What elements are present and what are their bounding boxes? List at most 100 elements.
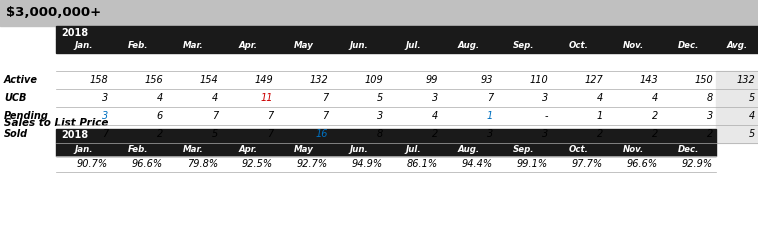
- Text: 149: 149: [254, 75, 273, 85]
- Text: 132: 132: [309, 75, 328, 85]
- Text: 96.6%: 96.6%: [132, 159, 163, 169]
- Text: Jun.: Jun.: [349, 144, 368, 154]
- Bar: [716, 71, 758, 89]
- Text: 94.9%: 94.9%: [352, 159, 383, 169]
- Text: 2: 2: [157, 129, 163, 139]
- Text: Aug.: Aug.: [457, 144, 480, 154]
- Text: UCB: UCB: [4, 93, 27, 103]
- Text: Jan.: Jan.: [74, 42, 92, 50]
- Text: 5: 5: [749, 129, 755, 139]
- Text: Jan.: Jan.: [74, 144, 92, 154]
- Text: 2: 2: [652, 129, 658, 139]
- Text: Sales to List Price: Sales to List Price: [4, 118, 108, 128]
- Bar: [56, 39, 758, 53]
- Text: 127: 127: [584, 75, 603, 85]
- Text: Jun.: Jun.: [349, 42, 368, 50]
- Text: 2: 2: [432, 129, 438, 139]
- Text: $3,000,000+: $3,000,000+: [6, 6, 101, 19]
- Text: 2018: 2018: [61, 131, 88, 140]
- Text: 1: 1: [597, 111, 603, 121]
- Text: 4: 4: [749, 111, 755, 121]
- Bar: [0, 0, 758, 26]
- Text: 94.4%: 94.4%: [462, 159, 493, 169]
- Text: Mar.: Mar.: [183, 144, 204, 154]
- Text: Sep.: Sep.: [512, 42, 534, 50]
- Text: -: -: [544, 111, 548, 121]
- Text: 7: 7: [321, 111, 328, 121]
- Text: Oct.: Oct.: [568, 144, 588, 154]
- Text: 16: 16: [315, 129, 328, 139]
- Text: 158: 158: [89, 75, 108, 85]
- Text: 4: 4: [652, 93, 658, 103]
- Text: May: May: [293, 144, 314, 154]
- Text: 3: 3: [542, 129, 548, 139]
- Text: 3: 3: [432, 93, 438, 103]
- Bar: [56, 129, 716, 142]
- Text: 7: 7: [487, 93, 493, 103]
- Text: Avg.: Avg.: [726, 42, 747, 50]
- Text: 97.7%: 97.7%: [572, 159, 603, 169]
- Text: 11: 11: [261, 93, 273, 103]
- Bar: [56, 142, 716, 156]
- Text: 3: 3: [487, 129, 493, 139]
- Text: Aug.: Aug.: [457, 42, 480, 50]
- Text: 3: 3: [706, 111, 713, 121]
- Text: Feb.: Feb.: [128, 42, 149, 50]
- Text: 110: 110: [529, 75, 548, 85]
- Text: 7: 7: [211, 111, 218, 121]
- Text: 109: 109: [365, 75, 383, 85]
- Text: 3: 3: [542, 93, 548, 103]
- Text: 7: 7: [102, 129, 108, 139]
- Text: 99: 99: [425, 75, 438, 85]
- Text: 1: 1: [487, 111, 493, 121]
- Text: 92.5%: 92.5%: [242, 159, 273, 169]
- Bar: [56, 26, 758, 39]
- Text: 3: 3: [102, 93, 108, 103]
- Text: 86.1%: 86.1%: [407, 159, 438, 169]
- Bar: [716, 89, 758, 107]
- Text: Nov.: Nov.: [623, 42, 644, 50]
- Text: 154: 154: [199, 75, 218, 85]
- Text: 92.9%: 92.9%: [682, 159, 713, 169]
- Text: Apr.: Apr.: [239, 42, 258, 50]
- Text: 7: 7: [267, 129, 273, 139]
- Text: 132: 132: [736, 75, 755, 85]
- Text: 3: 3: [377, 111, 383, 121]
- Text: 3: 3: [102, 111, 108, 121]
- Text: 96.6%: 96.6%: [627, 159, 658, 169]
- Text: 2: 2: [706, 129, 713, 139]
- Text: 92.7%: 92.7%: [297, 159, 328, 169]
- Text: Apr.: Apr.: [239, 144, 258, 154]
- Text: May: May: [293, 42, 314, 50]
- Text: 90.7%: 90.7%: [77, 159, 108, 169]
- Text: 99.1%: 99.1%: [517, 159, 548, 169]
- Text: 4: 4: [597, 93, 603, 103]
- Text: Jul.: Jul.: [406, 42, 421, 50]
- Text: 5: 5: [377, 93, 383, 103]
- Text: Oct.: Oct.: [568, 42, 588, 50]
- Bar: [716, 107, 758, 125]
- Text: 7: 7: [267, 111, 273, 121]
- Text: 4: 4: [432, 111, 438, 121]
- Text: 8: 8: [706, 93, 713, 103]
- Text: Jul.: Jul.: [406, 144, 421, 154]
- Text: Dec.: Dec.: [678, 42, 699, 50]
- Text: 150: 150: [694, 75, 713, 85]
- Text: 2: 2: [597, 129, 603, 139]
- Text: Nov.: Nov.: [623, 144, 644, 154]
- Text: 143: 143: [639, 75, 658, 85]
- Text: 2018: 2018: [61, 28, 88, 37]
- Text: 79.8%: 79.8%: [187, 159, 218, 169]
- Text: 4: 4: [157, 93, 163, 103]
- Text: Dec.: Dec.: [678, 144, 699, 154]
- Text: 8: 8: [377, 129, 383, 139]
- Text: 2: 2: [652, 111, 658, 121]
- Text: 4: 4: [211, 93, 218, 103]
- Text: Feb.: Feb.: [128, 144, 149, 154]
- Text: Pending: Pending: [4, 111, 49, 121]
- Text: Sep.: Sep.: [512, 144, 534, 154]
- Text: 5: 5: [211, 129, 218, 139]
- Text: 7: 7: [321, 93, 328, 103]
- Text: 6: 6: [157, 111, 163, 121]
- Text: 93: 93: [481, 75, 493, 85]
